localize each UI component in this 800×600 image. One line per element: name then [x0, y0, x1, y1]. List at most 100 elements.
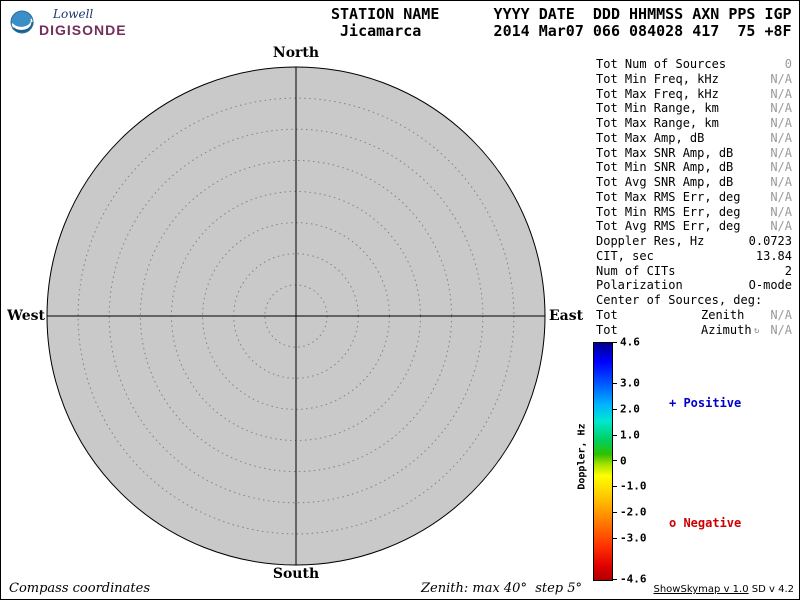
stat-row: Tot Max Freq, kHz N/A: [596, 87, 792, 102]
digisonde-logo: Lowell DIGISONDE: [9, 7, 127, 39]
stat-value: N/A: [770, 307, 792, 322]
stat-label: Doppler Res, Hz: [596, 234, 705, 248]
stat-row: Tot Num of Sources 0: [596, 57, 792, 72]
stat-value: N/A: [770, 116, 792, 130]
stat-label: Tot Avg SNR Amp, dB: [596, 175, 734, 189]
stat-label: Tot Avg RMS Err, deg: [596, 219, 741, 234]
stat-row: Tot Min Range, km N/A: [596, 101, 792, 116]
colorbar-tick-label: 3.0: [620, 376, 640, 390]
azimuth-rotation-icon: ↻: [754, 325, 760, 336]
colorbar-tickmark: [612, 512, 617, 513]
stat-label: Tot Max Amp, dB: [596, 130, 705, 145]
stat-value: 2: [784, 263, 792, 278]
stat-row: Num of CITs 2: [596, 264, 792, 279]
coordinates-mode-label: Compass coordinates: [9, 581, 150, 596]
compass-label-west: West: [7, 308, 45, 324]
compass-label-south: South: [272, 566, 320, 582]
stat-label: Tot Min SNR Amp, dB: [596, 160, 734, 175]
stat-value: N/A: [770, 71, 792, 86]
stat-row: Tot Avg SNR Amp, dB N/A: [596, 175, 792, 190]
center-row-zenith: Tot Zenith N/A: [596, 308, 792, 323]
stat-row: Tot Max SNR Amp, dB N/A: [596, 146, 792, 161]
stat-row: Tot Min RMS Err, deg N/A: [596, 205, 792, 220]
stat-label: Tot Max SNR Amp, dB: [596, 145, 734, 160]
stat-value: O-mode: [748, 278, 792, 293]
colorbar-tick-label: -2.0: [620, 505, 647, 519]
stat-label: Tot Max RMS Err, deg: [596, 189, 741, 204]
sd-version: SD v 4.2: [751, 584, 794, 595]
stat-row: CIT, sec 13.84: [596, 249, 792, 264]
stat-row: Tot Max RMS Err, deg N/A: [596, 190, 792, 205]
stat-value: 0: [784, 57, 792, 71]
stat-sublabel: Azimuth: [701, 322, 752, 337]
colorbar-tickmark: [612, 435, 617, 436]
digisonde-globe-icon: [9, 9, 35, 39]
stat-row: Polarization O-mode: [596, 278, 792, 293]
logo-lowell-label: Lowell: [53, 7, 94, 21]
stat-value: N/A: [770, 145, 792, 160]
stat-row: Tot Max Amp, dB N/A: [596, 131, 792, 146]
stat-value: N/A: [770, 189, 792, 204]
stat-label: Tot Max Freq, kHz: [596, 86, 719, 101]
colorbar-tickmark: [612, 538, 617, 539]
colorbar-tickmark: [612, 486, 617, 487]
stat-row: Tot Max Range, km N/A: [596, 116, 792, 131]
stat-value: N/A: [770, 322, 792, 337]
stat-value: 13.84: [755, 248, 792, 263]
colorbar-title: Doppler, Hz: [576, 423, 588, 490]
zenith-scale-label: Zenith: max 40° step 5°: [421, 581, 583, 596]
doppler-colorbar: Doppler, Hz 4.6 3.0 2.0 1.0 0 -1.0 -2.0 …: [571, 335, 796, 591]
stat-label: CIT, sec: [596, 248, 654, 263]
stat-sublabel: Zenith: [701, 307, 745, 322]
colorbar-tick-label: -3.0: [620, 531, 647, 545]
colorbar-tick-label: 2.0: [620, 402, 640, 416]
stat-label: Tot Max Range, km: [596, 116, 719, 130]
colorbar-tick-label: 1.0: [620, 428, 640, 442]
stat-row: Tot Min Freq, kHz N/A: [596, 72, 792, 87]
stat-row: Doppler Res, Hz 0.0723: [596, 234, 792, 249]
version-label: ShowSkymap v 1.0 SD v 4.2: [654, 584, 795, 595]
colorbar-tickmark: [612, 383, 617, 384]
colorbar-tick-label: -4.6: [620, 572, 647, 586]
logo-digisonde-label: DIGISONDE: [39, 22, 127, 38]
colorbar-tick-label: 0: [620, 454, 627, 467]
stat-label: Tot Min Range, km: [596, 101, 719, 116]
logo-text: Lowell DIGISONDE: [39, 7, 127, 38]
stat-label: Tot Min Freq, kHz: [596, 71, 719, 86]
colorbar-tickmark: [612, 409, 617, 410]
stat-value: N/A: [770, 86, 792, 101]
stat-label: Tot: [596, 322, 618, 337]
stat-label: Polarization: [596, 278, 683, 293]
negative-doppler-legend: o Negative: [669, 516, 742, 530]
stat-label: Tot Num of Sources: [596, 57, 727, 71]
stat-row: Tot Avg RMS Err, deg N/A: [596, 219, 792, 234]
stat-value: N/A: [770, 175, 792, 189]
compass-label-north: North: [272, 45, 320, 61]
colorbar-tick-label: 4.6: [620, 335, 640, 349]
colorbar-gradient: [593, 342, 613, 581]
positive-doppler-legend: + Positive: [669, 396, 742, 410]
stat-value: N/A: [770, 130, 792, 145]
colorbar-tickmark: [612, 342, 617, 343]
center-row-azimuth: Tot Azimuth ↻ N/A: [596, 323, 792, 338]
skymap-plot: [46, 66, 546, 566]
header-column-titles: STATION NAME YYYY DATE DDD HHMMSS AXN PP…: [331, 5, 792, 23]
stat-value: N/A: [770, 219, 792, 234]
colorbar-tick-label: -1.0: [620, 479, 647, 493]
statistics-panel: Tot Num of Sources 0 Tot Min Freq, kHz N/A…: [596, 57, 792, 337]
stat-value: 0.0723: [748, 234, 792, 248]
colorbar-tickmark: [612, 460, 617, 461]
compass-label-east: East: [549, 308, 584, 324]
stat-label: Tot: [596, 307, 618, 322]
stat-row: Tot Min SNR Amp, dB N/A: [596, 160, 792, 175]
header-station-values: Jicamarca 2014 Mar07 066 084028 417 75 +…: [331, 22, 792, 40]
stat-label: Tot Min RMS Err, deg: [596, 204, 741, 219]
stat-label: Num of CITs: [596, 263, 676, 278]
stat-value: N/A: [770, 160, 792, 175]
colorbar-tickmark: [612, 579, 617, 580]
stat-value: N/A: [770, 101, 792, 116]
showskymap-version: ShowSkymap v 1.0: [653, 584, 749, 595]
stat-value: N/A: [770, 204, 792, 219]
center-of-sources-header: Center of Sources, deg:: [596, 293, 763, 307]
